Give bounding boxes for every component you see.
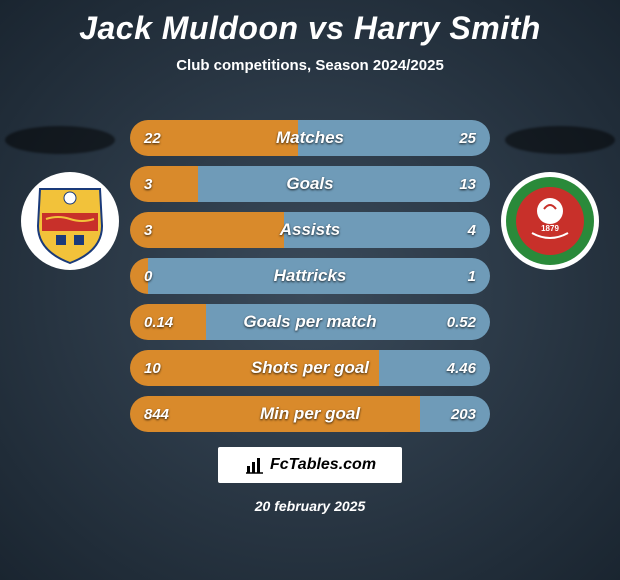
stat-value-left: 22 [144,120,161,156]
stat-value-right: 203 [451,396,476,432]
footer-date: 20 february 2025 [0,498,620,514]
stat-value-right: 4 [468,212,476,248]
stat-value-right: 13 [459,166,476,202]
club-crest-left [20,171,120,271]
stat-value-right: 1 [468,258,476,294]
stat-row: Min per goal844 203 [130,396,490,432]
stat-value-right: 0.52 [447,304,476,340]
stat-row: Goals3 13 [130,166,490,202]
stat-value-left: 3 [144,212,152,248]
shadow-right [505,126,615,154]
stat-value-left: 3 [144,166,152,202]
stat-label: Matches [130,120,490,156]
stat-label: Shots per goal [130,350,490,386]
stat-value-left: 844 [144,396,169,432]
site-name: FcTables.com [270,456,376,474]
stat-row: Shots per goal10 4.46 [130,350,490,386]
chart-icon [244,454,266,476]
stats-container: Matches2225Goals313Assists34Hattricks01G… [130,120,490,442]
stat-value-left: 0.14 [144,304,173,340]
page-subtitle: Club competitions, Season 2024/2025 [0,57,620,74]
site-logo: FcTables.com [218,447,402,483]
stat-value-left: 10 [144,350,161,386]
stat-row: Hattricks0 1 [130,258,490,294]
page-title: Jack Muldoon vs Harry Smith [0,0,620,47]
stat-value-right: 25 [459,120,476,156]
svg-text:1879: 1879 [541,224,559,233]
shadow-left [5,126,115,154]
stat-label: Assists [130,212,490,248]
stat-row: Assists3 4 [130,212,490,248]
stat-row: Matches22 25 [130,120,490,156]
stat-label: Min per goal [130,396,490,432]
stat-label: Hattricks [130,258,490,294]
stat-label: Goals per match [130,304,490,340]
stat-value-left: 0 [144,258,152,294]
stat-label: Goals [130,166,490,202]
stat-row: Goals per match0.14 0.52 [130,304,490,340]
stat-value-right: 4.46 [447,350,476,386]
club-crest-right: 1879 [500,171,600,271]
